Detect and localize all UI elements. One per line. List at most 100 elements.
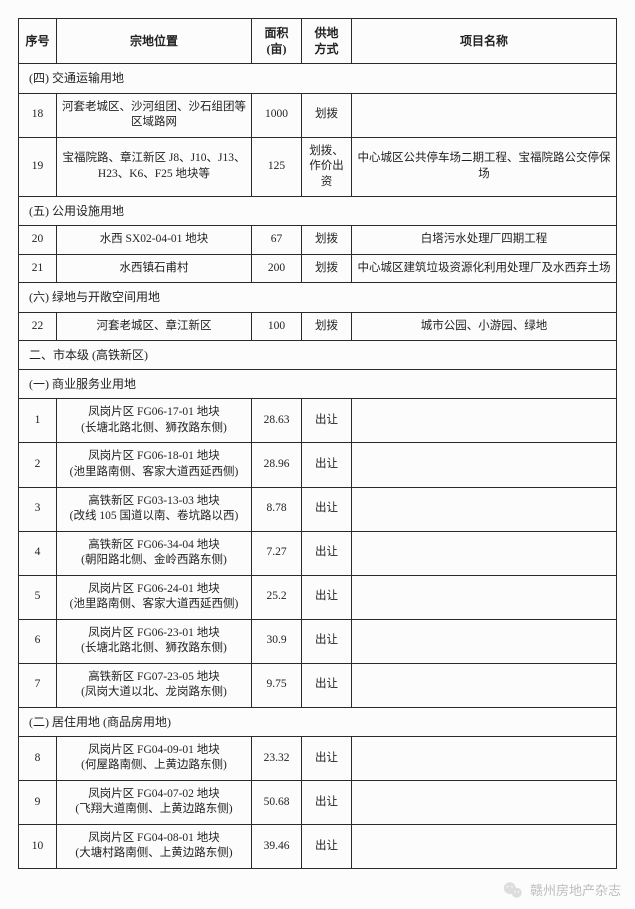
cell-idx: 5 [19,575,57,619]
cell-loc: 凤岗片区 FG04-08-01 地块 (大塘村路南侧、上黄边路东侧) [57,824,252,868]
cell-idx: 20 [19,226,57,255]
cell-loc: 水西 SX02-04-01 地块 [57,226,252,255]
cell-proj: 城市公园、小游园、绿地 [352,312,617,341]
table-row: 19宝福院路、章江新区 J8、J10、J13、H23、K6、F25 地块等125… [19,137,617,197]
cell-mode: 划拨、作价出资 [302,137,352,197]
cell-loc: 宝福院路、章江新区 J8、J10、J13、H23、K6、F25 地块等 [57,137,252,197]
cell-proj: 中心城区公共停车场二期工程、宝福院路公交停保场 [352,137,617,197]
cell-area: 100 [252,312,302,341]
cell-idx: 4 [19,531,57,575]
cell-proj [352,531,617,575]
cell-area: 67 [252,226,302,255]
cell-proj [352,93,617,137]
col-area: 面积 (亩) [252,19,302,64]
cell-area: 8.78 [252,487,302,531]
table-row: 1凤岗片区 FG06-17-01 地块 (长塘北路北侧、狮孜路东侧)28.63出… [19,399,617,443]
table-row: 5凤岗片区 FG06-24-01 地块 (池里路南侧、客家大道西延西侧)25.2… [19,575,617,619]
table-row: 2凤岗片区 FG06-18-01 地块 (池里路南侧、客家大道西延西侧)28.9… [19,443,617,487]
cell-idx: 3 [19,487,57,531]
cell-loc: 凤岗片区 FG06-23-01 地块 (长塘北路北侧、狮孜路东侧) [57,619,252,663]
cell-loc: 河套老城区、章江新区 [57,312,252,341]
cell-mode: 出让 [302,824,352,868]
cell-idx: 22 [19,312,57,341]
section-title-row: 二、市本级 (高铁新区) [19,341,617,370]
cell-idx: 21 [19,254,57,283]
cell-loc: 河套老城区、沙河组团、沙石组团等区域路网 [57,93,252,137]
cell-idx: 10 [19,824,57,868]
cell-loc: 高铁新区 FG03-13-03 地块 (改线 105 国道以南、卷坑路以西) [57,487,252,531]
cell-area: 28.96 [252,443,302,487]
col-index: 序号 [19,19,57,64]
cell-proj [352,487,617,531]
document-page: 序号 宗地位置 面积 (亩) 供地 方式 项目名称 (四) 交通运输用地18河套… [0,0,635,909]
section-title: (五) 公用设施用地 [19,197,617,226]
cell-proj [352,824,617,868]
cell-area: 25.2 [252,575,302,619]
table-row: 6凤岗片区 FG06-23-01 地块 (长塘北路北侧、狮孜路东侧)30.9出让 [19,619,617,663]
cell-mode: 出让 [302,780,352,824]
cell-proj [352,575,617,619]
cell-area: 50.68 [252,780,302,824]
cell-mode: 出让 [302,531,352,575]
cell-idx: 18 [19,93,57,137]
cell-area: 1000 [252,93,302,137]
cell-area: 7.27 [252,531,302,575]
cell-idx: 2 [19,443,57,487]
land-table: 序号 宗地位置 面积 (亩) 供地 方式 项目名称 (四) 交通运输用地18河套… [18,18,617,869]
cell-mode: 划拨 [302,93,352,137]
section-title-row: (四) 交通运输用地 [19,64,617,93]
table-row: 21水西镇石甫村200划拨中心城区建筑垃圾资源化利用处理厂及水西弃土场 [19,254,617,283]
section-title: (二) 居住用地 (商品房用地) [19,707,617,736]
col-project: 项目名称 [352,19,617,64]
cell-mode: 出让 [302,663,352,707]
cell-mode: 出让 [302,399,352,443]
table-row: 22河套老城区、章江新区100划拨城市公园、小游园、绿地 [19,312,617,341]
cell-mode: 出让 [302,736,352,780]
cell-idx: 8 [19,736,57,780]
cell-area: 9.75 [252,663,302,707]
cell-mode: 划拨 [302,226,352,255]
section-title-row: (二) 居住用地 (商品房用地) [19,707,617,736]
cell-loc: 高铁新区 FG07-23-05 地块 (凤岗大道以北、龙岗路东侧) [57,663,252,707]
section-title-row: (六) 绿地与开敞空间用地 [19,283,617,312]
cell-mode: 划拨 [302,312,352,341]
cell-idx: 9 [19,780,57,824]
cell-loc: 水西镇石甫村 [57,254,252,283]
table-row: 18河套老城区、沙河组团、沙石组团等区域路网1000划拨 [19,93,617,137]
section-title: 二、市本级 (高铁新区) [19,341,617,370]
cell-loc: 凤岗片区 FG06-17-01 地块 (长塘北路北侧、狮孜路东侧) [57,399,252,443]
col-location: 宗地位置 [57,19,252,64]
cell-loc: 凤岗片区 FG04-09-01 地块 (何屋路南侧、上黄边路东侧) [57,736,252,780]
cell-mode: 出让 [302,575,352,619]
col-mode: 供地 方式 [302,19,352,64]
cell-proj [352,780,617,824]
cell-loc: 凤岗片区 FG04-07-02 地块 (飞翔大道南侧、上黄边路东侧) [57,780,252,824]
cell-proj [352,663,617,707]
cell-proj: 中心城区建筑垃圾资源化利用处理厂及水西弃土场 [352,254,617,283]
cell-mode: 划拨 [302,254,352,283]
table-row: 4高铁新区 FG06-34-04 地块 (朝阳路北侧、金岭西路东侧)7.27出让 [19,531,617,575]
cell-loc: 高铁新区 FG06-34-04 地块 (朝阳路北侧、金岭西路东侧) [57,531,252,575]
table-row: 3高铁新区 FG03-13-03 地块 (改线 105 国道以南、卷坑路以西)8… [19,487,617,531]
cell-idx: 6 [19,619,57,663]
cell-idx: 1 [19,399,57,443]
cell-mode: 出让 [302,487,352,531]
cell-mode: 出让 [302,443,352,487]
cell-idx: 7 [19,663,57,707]
section-title-row: (一) 商业服务业用地 [19,370,617,399]
section-title: (六) 绿地与开敞空间用地 [19,283,617,312]
table-row: 8凤岗片区 FG04-09-01 地块 (何屋路南侧、上黄边路东侧)23.32出… [19,736,617,780]
cell-area: 200 [252,254,302,283]
cell-proj [352,619,617,663]
cell-proj [352,399,617,443]
table-row: 10凤岗片区 FG04-08-01 地块 (大塘村路南侧、上黄边路东侧)39.4… [19,824,617,868]
section-title: (一) 商业服务业用地 [19,370,617,399]
cell-mode: 出让 [302,619,352,663]
cell-loc: 凤岗片区 FG06-18-01 地块 (池里路南侧、客家大道西延西侧) [57,443,252,487]
cell-area: 23.32 [252,736,302,780]
cell-proj: 白塔污水处理厂四期工程 [352,226,617,255]
table-body: (四) 交通运输用地18河套老城区、沙河组团、沙石组团等区域路网1000划拨19… [19,64,617,869]
table-header-row: 序号 宗地位置 面积 (亩) 供地 方式 项目名称 [19,19,617,64]
section-title-row: (五) 公用设施用地 [19,197,617,226]
cell-idx: 19 [19,137,57,197]
